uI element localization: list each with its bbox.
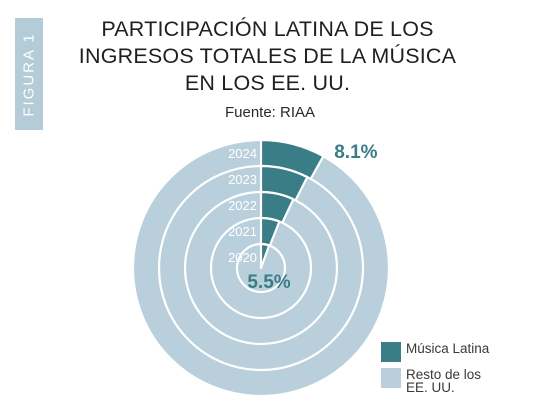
title-line-2: INGRESOS TOTALES DE LA MÚSICA <box>78 44 457 68</box>
chart-source: Fuente: RIAA <box>224 104 316 121</box>
legend-label-latin: Música Latina <box>406 341 490 356</box>
legend-item-latin: Música Latina <box>381 342 526 362</box>
chart-title: PARTICIPACIÓN LATINA DE LOS INGRESOS TOT… <box>55 16 480 97</box>
value-label-2024: 8.1% <box>334 142 377 163</box>
title-line-3: EN LOS EE. UU. <box>184 71 351 95</box>
legend-label-rest: Resto de los EE. UU. <box>406 367 526 395</box>
year-label-2022: 2022 <box>228 198 257 213</box>
title-line-1: PARTICIPACIÓN LATINA DE LOS <box>101 17 434 41</box>
legend-swatch-rest <box>381 368 401 388</box>
legend-label-rest-line-2: EE. UU. <box>406 380 455 395</box>
year-label-2023: 2023 <box>228 172 257 187</box>
figure-tab: FIGURA 1 <box>15 18 43 130</box>
legend-item-rest: Resto de los EE. UU. <box>381 368 526 394</box>
year-label-2020: 2020 <box>228 250 257 265</box>
ring-latin-2020 <box>259 242 271 270</box>
year-label-2024: 2024 <box>228 146 257 161</box>
legend-label-rest-line-1: Resto de los <box>406 367 482 382</box>
year-label-2021: 2021 <box>228 224 257 239</box>
value-label-2020: 5.5% <box>247 272 290 293</box>
legend-swatch-latin <box>381 342 401 362</box>
